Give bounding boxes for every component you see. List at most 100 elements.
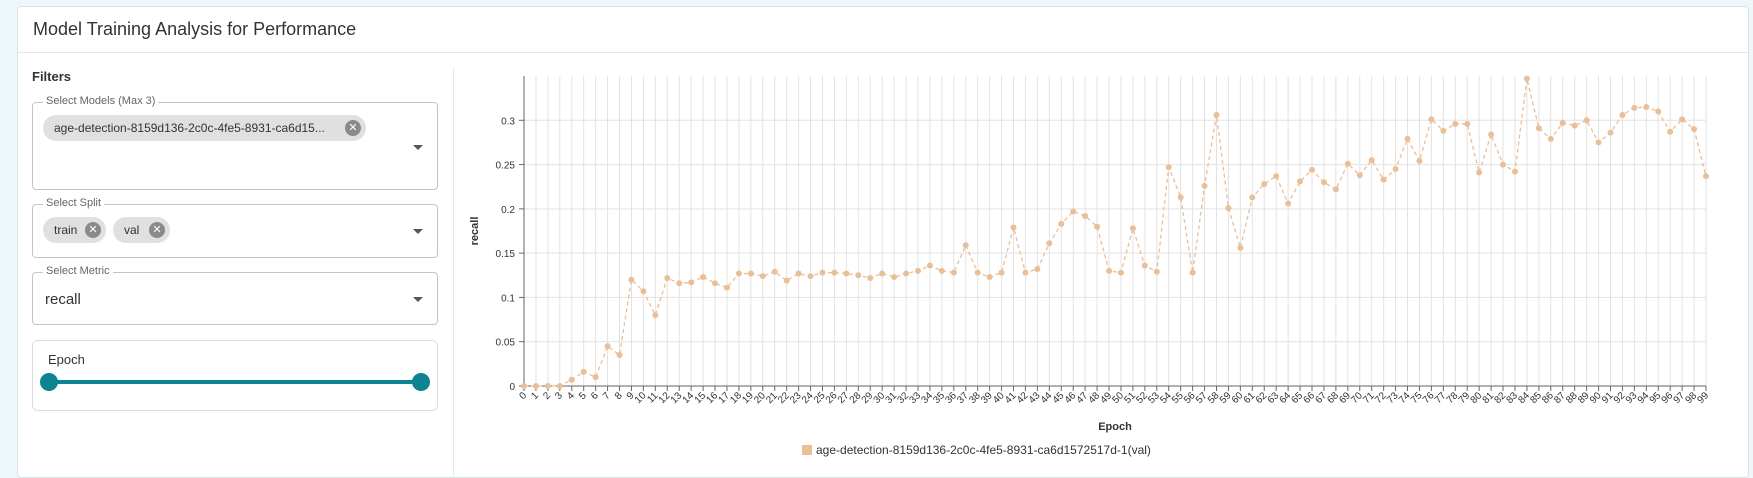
data-point	[568, 376, 575, 383]
data-point	[640, 288, 647, 295]
data-point	[1261, 181, 1268, 188]
data-point	[950, 269, 957, 276]
data-point	[1667, 128, 1674, 135]
slider-knob[interactable]	[412, 373, 430, 391]
data-point	[1643, 104, 1650, 110]
data-point	[723, 284, 730, 291]
data-point	[735, 270, 742, 277]
data-point	[819, 269, 826, 276]
data-point	[1201, 182, 1208, 189]
data-point	[783, 277, 790, 284]
data-point	[521, 383, 527, 389]
data-point	[1237, 244, 1244, 251]
x-tick-label: 6	[589, 390, 601, 402]
data-point	[962, 242, 969, 249]
data-point	[1452, 120, 1459, 127]
chip-remove[interactable]: ✕	[85, 222, 101, 238]
dropdown-arrow[interactable]	[413, 229, 423, 234]
data-point	[532, 383, 539, 389]
data-point	[974, 269, 981, 276]
filters-title: Filters	[32, 69, 72, 84]
data-point	[855, 272, 862, 279]
data-point	[1320, 179, 1327, 186]
data-point	[700, 274, 707, 281]
data-point	[1129, 225, 1136, 232]
data-point	[652, 312, 659, 319]
data-point	[628, 276, 635, 283]
data-point	[1440, 127, 1447, 134]
data-point	[1416, 158, 1423, 165]
data-point	[1679, 116, 1686, 123]
data-point	[938, 267, 945, 274]
data-point	[1058, 220, 1065, 227]
data-point	[664, 274, 671, 281]
data-point	[544, 383, 551, 389]
x-tick-label: 4	[565, 390, 577, 402]
x-tick-label: 99	[1695, 390, 1711, 406]
data-point	[891, 274, 898, 281]
data-point	[1189, 269, 1196, 276]
data-point	[1511, 168, 1518, 175]
card-header: Model Training Analysis for Performance	[18, 7, 1748, 53]
data-point	[903, 270, 910, 277]
data-point	[1106, 267, 1113, 274]
epoch-slider-box: Epoch	[32, 340, 438, 411]
y-tick-label: 0	[509, 382, 515, 393]
legend-label: age-detection-8159d136-2c0c-4fe5-8931-ca…	[816, 443, 1151, 457]
data-point	[1344, 160, 1351, 167]
data-point	[1034, 266, 1041, 273]
data-point	[1285, 200, 1292, 207]
data-point	[795, 270, 802, 277]
data-point	[1165, 164, 1172, 171]
data-point	[1010, 224, 1017, 231]
data-point	[1464, 120, 1471, 127]
data-point	[879, 270, 886, 277]
data-point	[843, 270, 850, 277]
data-point	[1535, 125, 1542, 132]
chip-text: train	[54, 223, 78, 237]
metric-label: Select Metric	[43, 265, 113, 277]
data-point	[1141, 262, 1148, 269]
chip-text: age-detection-8159d136-2c0c-4fe5-8931-ca…	[54, 121, 325, 135]
data-point	[1703, 173, 1709, 180]
model-chip[interactable]: age-detection-8159d136-2c0c-4fe5-8931-ca…	[43, 115, 366, 141]
dropdown-arrow[interactable]	[413, 145, 423, 150]
data-point	[998, 269, 1005, 276]
data-point	[926, 262, 933, 269]
dropdown-arrow[interactable]	[413, 297, 423, 302]
data-point	[1619, 111, 1626, 118]
y-tick-label: 0.1	[501, 293, 515, 304]
chip-remove[interactable]: ✕	[345, 120, 361, 136]
data-point	[1476, 169, 1483, 176]
data-point	[759, 273, 766, 280]
data-point	[986, 274, 993, 281]
x-tick-label: 0	[517, 390, 529, 402]
data-point	[1607, 129, 1614, 136]
x-tick-label: 3	[553, 390, 565, 402]
data-point	[1428, 116, 1435, 123]
data-point	[807, 273, 814, 280]
models-label: Select Models (Max 3)	[43, 95, 159, 107]
data-point	[712, 280, 719, 287]
y-tick-label: 0.15	[496, 249, 516, 260]
metric-select[interactable]: Select Metric recall	[32, 265, 438, 325]
data-point	[1070, 208, 1077, 215]
y-axis-label: recall	[469, 217, 481, 246]
data-point	[1356, 172, 1363, 179]
data-point	[915, 267, 921, 274]
split-chip[interactable]: train ✕	[43, 217, 106, 243]
data-point	[688, 279, 695, 286]
split-chip[interactable]: val ✕	[113, 217, 170, 243]
page: {"header": {"title": "Model Training Ana…	[17, 6, 1749, 478]
data-point	[676, 280, 683, 287]
data-point	[604, 343, 611, 350]
data-point	[1177, 194, 1184, 201]
chip-remove[interactable]: ✕	[149, 222, 165, 238]
split-select[interactable]: Select Split train ✕ val ✕	[32, 197, 438, 258]
slider-knob[interactable]	[40, 373, 58, 391]
split-label: Select Split	[43, 197, 105, 209]
epoch-label: Epoch	[48, 352, 85, 367]
data-point	[1332, 186, 1339, 193]
models-select[interactable]: Select Models (Max 3) age-detection-8159…	[32, 95, 438, 190]
x-tick-label: 1	[529, 390, 541, 402]
